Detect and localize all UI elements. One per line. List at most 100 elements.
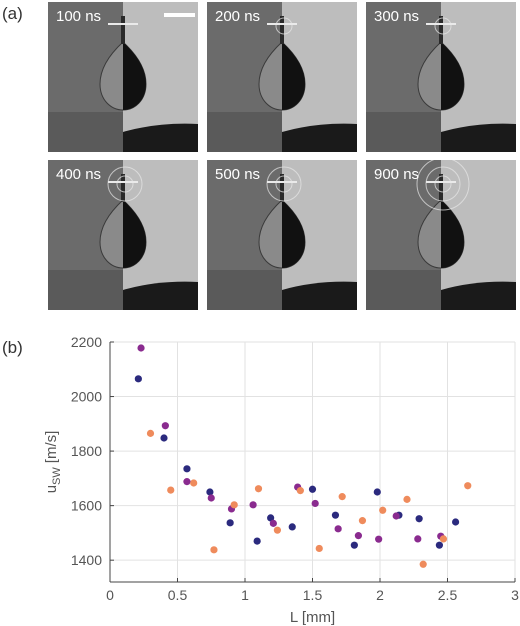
droplet-shadow-side	[282, 200, 305, 268]
data-point	[160, 434, 168, 442]
left-bottom-band	[366, 270, 441, 310]
droplet-image	[366, 160, 516, 310]
frame-time-label: 200 ns	[215, 8, 261, 25]
x-tick-label: 1	[241, 587, 249, 603]
droplet-shadow-side	[123, 42, 146, 110]
left-bottom-band	[48, 270, 123, 310]
scatter-chart: 0 0.5 1 1.5 2 2.5 3 1400 1600 1800 2000 2200 L [mm] u…	[43, 334, 519, 626]
frame-300ns: 300 ns	[366, 2, 516, 152]
data-point	[161, 422, 169, 430]
y-axis-label-main: u	[43, 485, 60, 493]
frame-time-label: 300 ns	[374, 8, 420, 25]
data-point	[379, 506, 387, 514]
data-point	[269, 519, 277, 527]
frame-400ns: 400 ns	[48, 160, 198, 310]
data-point	[210, 546, 218, 554]
shockwave-ring	[434, 17, 452, 35]
droplet-image	[207, 160, 357, 310]
y-tick-label: 1800	[71, 443, 102, 459]
data-point	[315, 544, 323, 553]
data-point	[375, 535, 383, 543]
droplet-image	[207, 2, 357, 152]
shockwave-ring	[275, 17, 293, 35]
data-point	[183, 465, 191, 473]
frame-500ns: 500 ns	[207, 160, 357, 310]
left-bottom-band	[48, 112, 123, 152]
shockwave-ring	[275, 175, 293, 193]
scale-bar	[164, 13, 195, 17]
surface-shadow	[123, 281, 198, 310]
y-tick-label: 1600	[71, 498, 102, 514]
needle	[121, 174, 125, 202]
x-tick-label: 1.5	[303, 587, 323, 603]
data-point	[414, 535, 422, 543]
data-point	[226, 519, 234, 527]
data-point	[249, 501, 257, 509]
needle	[439, 174, 443, 202]
data-point	[392, 512, 400, 520]
x-tick-label: 0	[106, 587, 114, 603]
data-point	[373, 488, 381, 496]
droplet-shadow-side	[282, 42, 305, 110]
y-axis-label-subscript: SW	[51, 467, 63, 485]
droplet-image	[48, 160, 198, 310]
frame-time-label: 100 ns	[56, 8, 102, 25]
frame-time-label: 500 ns	[215, 166, 261, 183]
data-point	[350, 541, 358, 549]
x-tick-label: 2.5	[438, 587, 458, 603]
y-axis-label-unit: [m/s]	[43, 431, 60, 464]
data-point	[167, 486, 175, 494]
data-point	[338, 493, 346, 501]
data-point	[403, 495, 411, 503]
y-tick-label: 1400	[71, 552, 102, 568]
needle	[280, 174, 284, 202]
panel-a-label: (a)	[2, 4, 23, 23]
frame-100ns: 100 ns	[48, 2, 198, 152]
left-bottom-band	[366, 112, 441, 152]
droplet-image	[366, 2, 516, 152]
data-point	[439, 535, 448, 543]
x-axis-label: L [mm]	[290, 609, 335, 626]
data-point	[207, 494, 215, 502]
data-point	[273, 526, 281, 534]
data-point	[354, 532, 362, 540]
data-point	[419, 560, 427, 568]
data-point	[254, 485, 263, 493]
shockwave-ring	[266, 166, 302, 202]
data-point	[190, 479, 198, 487]
droplet-shadow-side	[123, 200, 146, 268]
data-point	[146, 429, 155, 437]
shockwave-ring	[416, 160, 470, 211]
data-point	[230, 501, 238, 509]
shockwave-ring	[107, 166, 143, 202]
left-bottom-band	[207, 270, 282, 310]
x-tick-label: 3	[511, 587, 519, 603]
shockwave-ring	[425, 166, 461, 202]
droplet-image	[48, 2, 198, 152]
droplet-shadow-side	[441, 200, 464, 268]
needle	[121, 16, 125, 44]
data-point	[311, 499, 319, 508]
droplet-shadow-side	[441, 42, 464, 110]
shockwave-ring	[116, 175, 134, 193]
data-point	[183, 478, 191, 486]
data-point	[331, 511, 340, 519]
frame-grid: 100 ns 200 ns 300 ns 400 ns 500 ns 900 n…	[48, 2, 520, 310]
data-point	[253, 537, 261, 545]
data-point	[134, 375, 142, 383]
y-tick-label: 2000	[71, 389, 102, 405]
frame-time-label: 400 ns	[56, 166, 102, 183]
data-point	[308, 485, 317, 493]
frame-200ns: 200 ns	[207, 2, 357, 152]
x-tick-label: 0.5	[168, 587, 188, 603]
y-axis-label: uSW [m/s]	[43, 431, 63, 494]
frame-time-label: 900 ns	[374, 166, 420, 183]
needle	[280, 16, 284, 44]
surface-shadow	[441, 123, 516, 152]
surface-shadow	[123, 123, 198, 152]
y-tick-label: 2200	[71, 334, 102, 350]
data-point	[415, 515, 423, 523]
left-bottom-band	[207, 112, 282, 152]
data-point	[452, 518, 460, 526]
data-point	[358, 517, 367, 525]
